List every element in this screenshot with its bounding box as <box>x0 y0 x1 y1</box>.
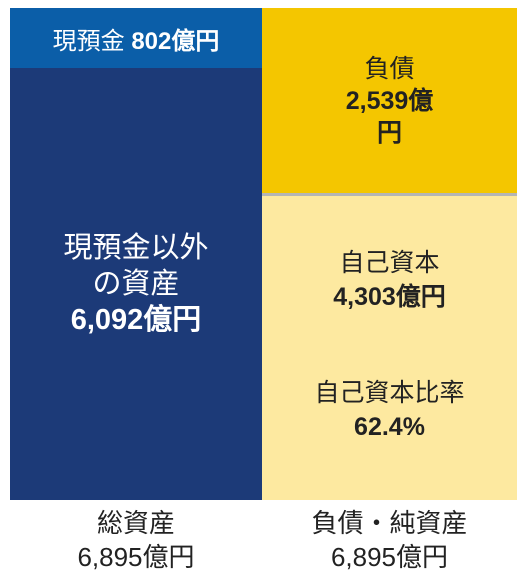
total-assets: 総資産 6,895億円 <box>10 505 262 575</box>
cash-label: 現預金 <box>52 27 125 55</box>
liabilities-block: 負債 2,539億円 <box>262 8 517 193</box>
liabilities-amount: 2,539億円 <box>345 86 434 147</box>
equity-ratio-amount: 62.4% <box>354 413 425 441</box>
total-assets-label: 総資産 <box>96 508 175 538</box>
other-assets-label: 現預金以外の資産 <box>63 232 209 300</box>
total-assets-amount: 6,895億円 <box>77 542 195 572</box>
divider <box>262 193 517 196</box>
total-le-amount: 6,895億円 <box>330 542 449 572</box>
liabilities-label: 負債 <box>364 54 415 83</box>
total-le-label: 負債・純資産 <box>311 508 468 538</box>
other-assets-amount: 6,092億円 <box>70 304 202 336</box>
equity-label: 自己資本 <box>339 249 440 277</box>
total-liabilities-equity: 負債・純資産 6,895億円 <box>262 505 517 575</box>
equity-ratio-label: 自己資本比率 <box>314 379 465 407</box>
cash-block: 現預金 802億円 <box>10 8 262 68</box>
cash-amount: 802億円 <box>131 27 220 55</box>
equity-block: 自己資本 4,303億円 自己資本比率 62.4% <box>262 196 517 500</box>
other-assets-block: 現預金以外の資産 6,092億円 <box>10 68 262 500</box>
equity-amount: 4,303億円 <box>333 283 446 311</box>
